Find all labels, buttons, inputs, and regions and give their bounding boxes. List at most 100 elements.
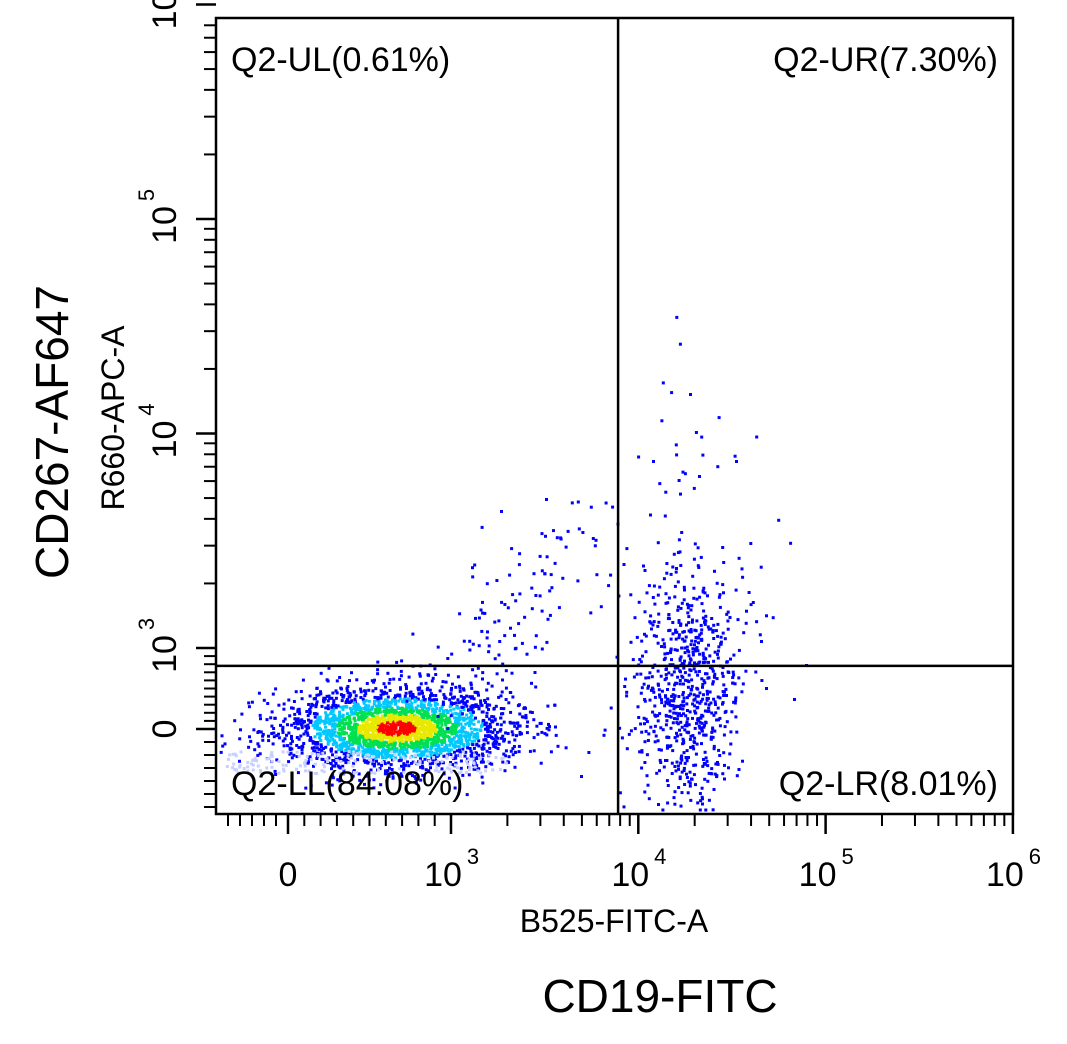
- event-dot: [259, 790, 262, 794]
- x-tick-label: 10: [611, 856, 649, 894]
- event-dot: [524, 716, 528, 720]
- event-dot: [440, 743, 444, 747]
- event-dot: [331, 743, 335, 746]
- event-dot: [642, 716, 646, 720]
- event-dot: [399, 738, 403, 742]
- event-dot: [418, 672, 422, 676]
- event-dot: [511, 695, 515, 699]
- event-dot: [509, 710, 513, 714]
- event-dot: [350, 671, 353, 675]
- event-dot: [723, 637, 727, 641]
- event-dot: [500, 736, 503, 740]
- event-dot: [636, 705, 640, 709]
- event-dot: [683, 671, 687, 675]
- event-dot: [384, 711, 388, 715]
- event-dot: [246, 769, 250, 773]
- event-dot: [533, 671, 537, 674]
- event-dot: [408, 691, 412, 695]
- event-dot: [453, 786, 457, 790]
- event-dot: [394, 756, 397, 760]
- event-dot: [388, 722, 392, 726]
- event-dot: [378, 734, 382, 738]
- event-dot: [313, 720, 317, 724]
- event-dot: [322, 747, 326, 750]
- event-dot: [694, 711, 698, 715]
- event-dot: [501, 760, 505, 764]
- event-dot: [644, 676, 648, 680]
- event-dot: [709, 737, 713, 741]
- event-dot: [678, 657, 682, 661]
- event-dot: [388, 766, 391, 770]
- event-dot: [475, 732, 479, 736]
- event-dot: [329, 711, 333, 715]
- event-dot: [468, 639, 472, 643]
- event-dot: [246, 761, 250, 764]
- event-dot: [309, 720, 313, 724]
- event-dot: [325, 736, 329, 740]
- event-dot: [469, 683, 473, 687]
- event-dot: [432, 718, 436, 722]
- event-dot: [246, 765, 250, 769]
- event-dot: [679, 804, 683, 808]
- event-dot: [282, 767, 285, 771]
- event-dot: [359, 690, 363, 694]
- event-dot: [360, 735, 364, 739]
- event-dot: [357, 715, 361, 719]
- event-dot: [510, 671, 514, 675]
- event-dot: [417, 716, 420, 720]
- event-dot: [701, 797, 704, 801]
- event-dot: [433, 703, 437, 707]
- event-dot: [687, 615, 691, 619]
- event-dot: [523, 615, 527, 619]
- event-dot: [238, 765, 242, 769]
- event-dot: [315, 757, 319, 760]
- event-dot: [674, 681, 678, 685]
- event-dot: [683, 588, 686, 592]
- event-dot: [480, 757, 484, 761]
- event-dot: [670, 673, 674, 677]
- event-dot: [673, 648, 677, 652]
- event-dot: [371, 724, 375, 728]
- event-dot: [352, 704, 356, 708]
- event-dot: [412, 709, 416, 713]
- event-dot: [717, 748, 721, 752]
- event-dot: [331, 710, 335, 714]
- event-dot: [458, 753, 462, 757]
- event-dot: [322, 763, 326, 767]
- event-dot: [456, 719, 460, 723]
- event-dot: [392, 758, 396, 762]
- event-dot: [336, 717, 340, 721]
- event-dot: [379, 689, 383, 693]
- event-dot: [484, 734, 487, 738]
- event-dot: [400, 736, 404, 740]
- event-dot: [382, 705, 386, 709]
- event-dot: [704, 647, 708, 651]
- event-dot: [394, 713, 398, 717]
- event-dot: [454, 711, 458, 715]
- event-dot: [594, 538, 598, 542]
- event-dot: [354, 708, 358, 712]
- event-dot: [675, 717, 679, 721]
- event-dot: [464, 750, 468, 754]
- event-dot: [338, 743, 342, 747]
- event-dot: [719, 640, 723, 644]
- event-dot: [474, 703, 477, 707]
- event-dot: [355, 749, 359, 753]
- event-dot: [394, 730, 398, 734]
- event-dot: [415, 749, 419, 753]
- event-dot: [375, 759, 378, 763]
- event-dot: [312, 712, 316, 716]
- event-dot: [648, 671, 652, 675]
- event-dot: [454, 701, 458, 705]
- event-dot: [429, 692, 433, 696]
- event-dot: [652, 634, 656, 638]
- event-dot: [341, 767, 345, 771]
- event-dot: [736, 618, 740, 622]
- event-dot: [378, 738, 382, 741]
- event-dot: [338, 722, 342, 726]
- event-dot: [362, 689, 366, 693]
- event-dot: [471, 642, 475, 646]
- event-dot: [474, 674, 478, 678]
- event-dot: [695, 706, 699, 710]
- event-dot: [248, 735, 251, 739]
